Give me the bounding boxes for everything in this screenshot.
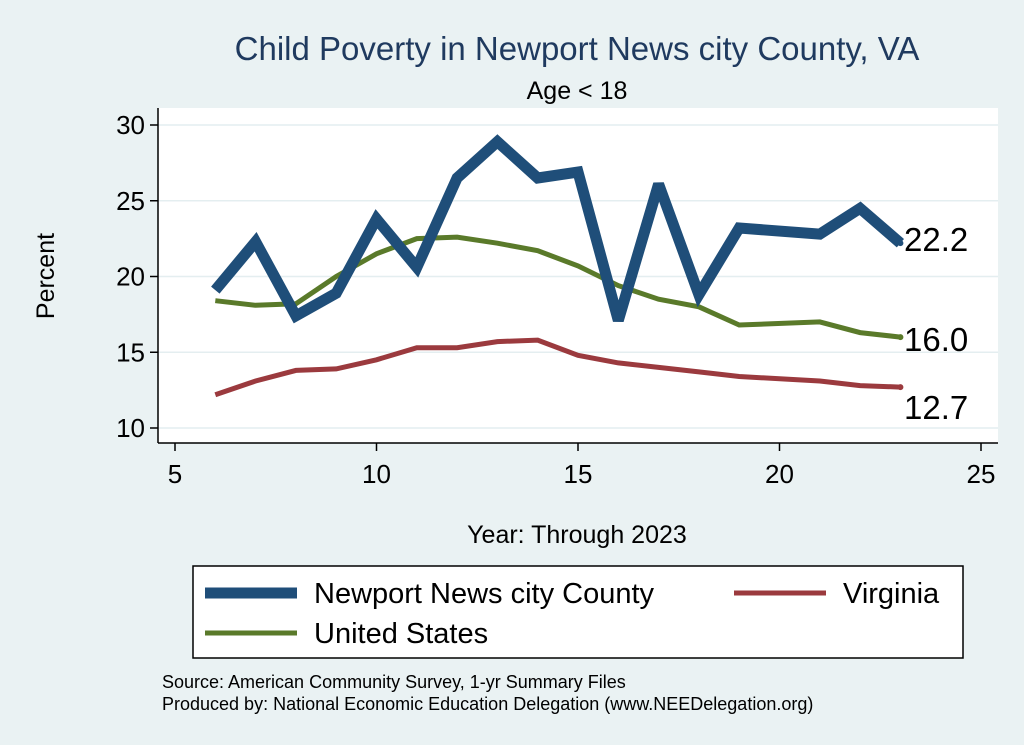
y-tick-label: 20 xyxy=(116,262,145,292)
series-lines xyxy=(211,134,905,398)
x-axis-title: Year: Through 2023 xyxy=(467,521,687,549)
x-tick-label: 20 xyxy=(765,459,794,489)
x-tick-label: 10 xyxy=(362,459,391,489)
legend: Newport News city County Virginia United… xyxy=(192,565,964,659)
chart-title: Child Poverty in Newport News city Count… xyxy=(235,30,920,67)
x-tick-label: 15 xyxy=(564,459,593,489)
end-label-united-states: 16.0 xyxy=(904,321,968,358)
end-labels: 22.2 12.7 16.0 xyxy=(904,221,968,426)
end-label-virginia: 12.7 xyxy=(904,389,968,426)
plot-area xyxy=(158,108,998,443)
y-axis-title: Percent xyxy=(32,233,60,319)
legend-label-united-states: United States xyxy=(314,618,488,650)
series-line-united-states xyxy=(215,234,901,340)
grid-lines xyxy=(158,124,998,429)
series-line-virginia xyxy=(214,337,901,398)
producer-note: Produced by: National Economic Education… xyxy=(162,694,813,714)
y-tick-label: 10 xyxy=(116,413,145,443)
series-line-newport-news xyxy=(211,134,905,324)
series-line-virginia-end-point xyxy=(897,384,904,391)
series-line-newport-news-end-point xyxy=(897,240,904,247)
x-tick-label: 25 xyxy=(967,459,996,489)
y-axis-ticks: 10 15 20 25 30 xyxy=(116,110,158,443)
x-axis-ticks: 5 10 15 20 25 xyxy=(168,443,996,489)
y-tick-label: 15 xyxy=(116,337,145,367)
legend-box xyxy=(192,565,964,659)
end-label-newport-news: 22.2 xyxy=(904,221,968,258)
source-note: Source: American Community Survey, 1-yr … xyxy=(162,672,626,692)
y-tick-label: 25 xyxy=(116,186,145,216)
y-tick-label: 30 xyxy=(116,110,145,140)
legend-label-virginia: Virginia xyxy=(843,578,940,610)
x-tick-label: 5 xyxy=(168,459,182,489)
legend-label-newport-news: Newport News city County xyxy=(314,578,655,610)
series-line-united-states-end-point xyxy=(897,334,904,341)
chart-subtitle: Age < 18 xyxy=(527,77,628,105)
